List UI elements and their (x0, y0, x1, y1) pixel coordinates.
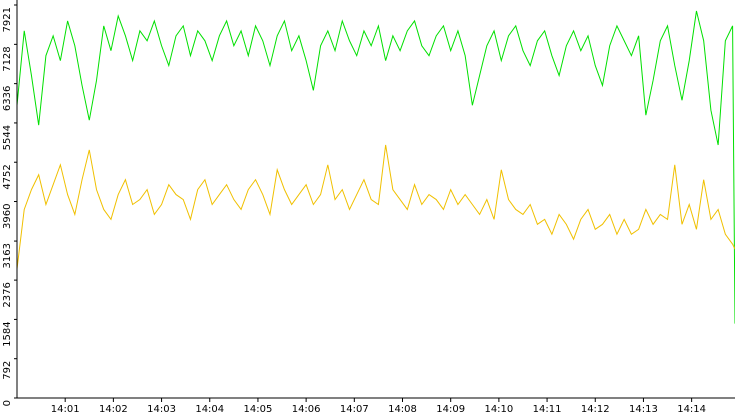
x-tick-label: 14:11 (533, 404, 562, 415)
y-tick-label: 1584 (2, 321, 13, 346)
x-tick-label: 14:02 (99, 404, 128, 415)
x-tick-label: 14:07 (340, 404, 369, 415)
x-tick-label: 14:13 (629, 404, 658, 415)
y-tick-label: 2376 (2, 282, 13, 307)
y-tick-label: 7921 (2, 7, 13, 32)
x-tick-label: 14:12 (581, 404, 610, 415)
series-line (16, 10, 735, 324)
y-tick-label: 7128 (2, 46, 13, 71)
x-tick-label: 14:14 (677, 404, 706, 415)
y-tick-label: 3163 (2, 243, 13, 268)
x-tick-label: 14:06 (292, 404, 321, 415)
y-tick-label: 4752 (2, 164, 13, 189)
x-tick-label: 14:05 (244, 404, 273, 415)
x-tick-label: 14:01 (51, 404, 80, 415)
x-tick-label: 14:08 (388, 404, 417, 415)
y-tick-label: 792 (2, 361, 13, 380)
x-tick-label: 14:04 (195, 404, 224, 415)
y-tick-label: 3960 (2, 204, 13, 229)
y-tick-label: 0 (2, 400, 13, 406)
x-tick-label: 14:10 (484, 404, 513, 415)
y-tick-label: 6336 (2, 86, 13, 111)
y-tick-label: 5544 (2, 125, 13, 150)
x-tick-label: 14:03 (147, 404, 176, 415)
x-tick-label: 14:09 (436, 404, 465, 415)
series-line (16, 144, 735, 270)
